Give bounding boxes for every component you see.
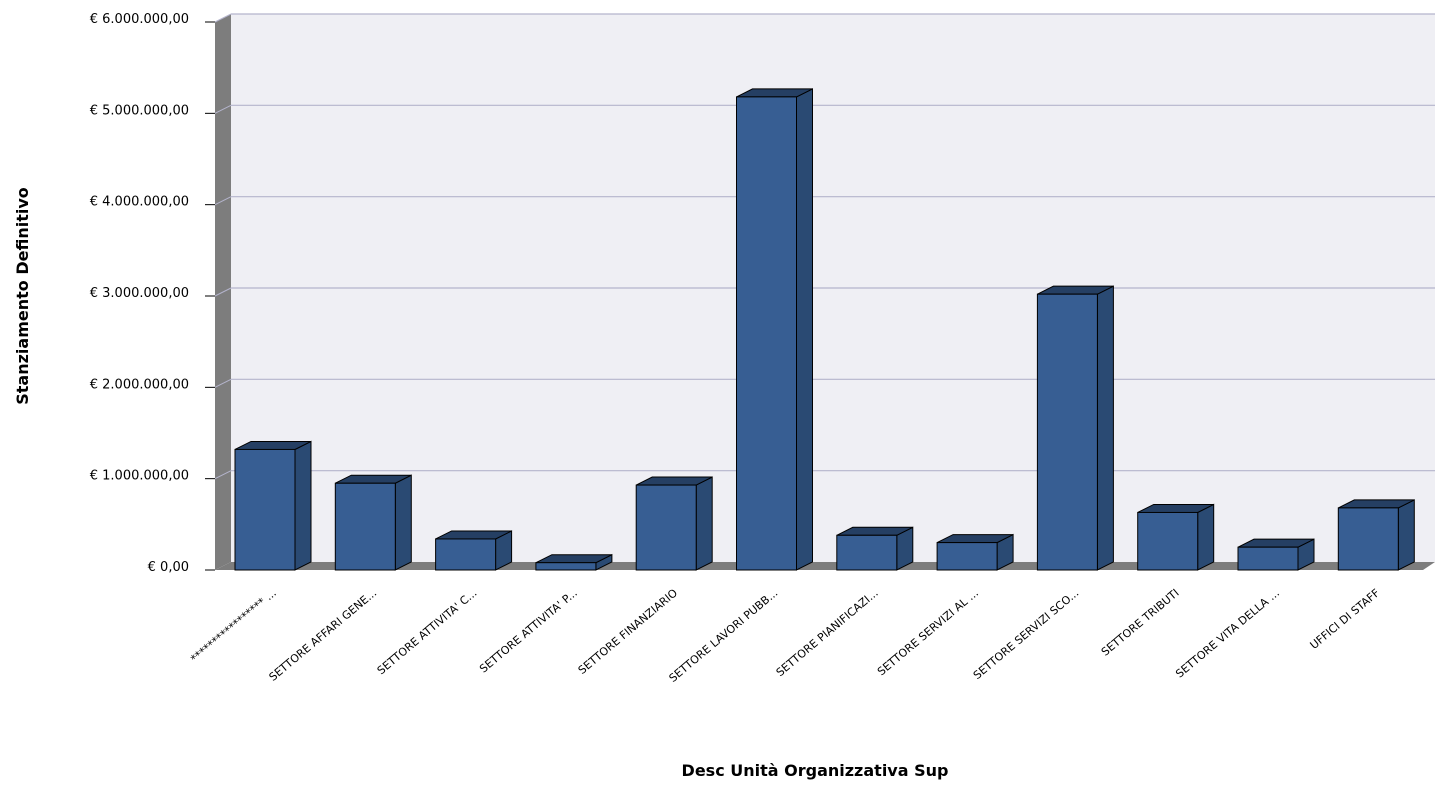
x-tick-label: SETTORE LAVORI PUBB... (667, 586, 781, 685)
bar-front (936, 542, 998, 571)
x-tick-label: ***************** ... (188, 586, 279, 665)
bar-side (294, 440, 312, 571)
bar (836, 526, 914, 571)
bar (936, 533, 1014, 571)
x-tick-label: SETTORE VITA DELLA ... (1173, 586, 1282, 680)
y-tick-label: € 5.000.000,00 (90, 103, 189, 118)
x-tick-label: SETTORE SERVIZI AL ... (875, 586, 981, 678)
gridline-wall (214, 378, 232, 388)
bar (736, 88, 813, 571)
bar-side (796, 88, 813, 571)
y-axis-title: Stanziamento Definitivo (13, 187, 32, 405)
bar (234, 440, 312, 571)
gridlines (214, 13, 1435, 480)
y-tick-label: € 3.000.000,00 (90, 286, 189, 301)
gridline-wall (214, 196, 232, 206)
x-tick-label: UFFICI DI STAFF (1308, 586, 1383, 652)
y-tick-label: € 6.000.000,00 (90, 12, 189, 27)
bar-front (736, 96, 797, 571)
x-tick-label: SETTORE AFFARI GENE... (267, 586, 380, 683)
bar-side (1096, 285, 1114, 571)
x-tick-label: SETTORE SERVIZI SCO... (971, 586, 1081, 682)
x-tick-label: SETTORE ATTIVITA' P... (477, 586, 580, 675)
bar (334, 474, 412, 571)
x-tick-label: SETTORE TRIBUTI (1099, 586, 1182, 658)
gridline-wall (214, 287, 232, 297)
bar-side (1397, 499, 1415, 571)
bar (635, 476, 713, 571)
x-tick-label: SETTORE ATTIVITA' C... (375, 586, 480, 677)
bar-front (836, 534, 898, 571)
bar-front (234, 448, 296, 571)
gridline-wall (214, 470, 232, 480)
y-tick-label: € 0,00 (148, 560, 189, 575)
y-tick-label: € 4.000.000,00 (90, 195, 189, 210)
gridline-wall (214, 104, 232, 114)
bar-front (1036, 293, 1098, 571)
y-tick-label: € 2.000.000,00 (90, 377, 189, 392)
bar (1137, 503, 1215, 571)
bar (1337, 499, 1415, 571)
x-axis-title: Desc Unità Organizzativa Sup (682, 761, 949, 780)
bar (1237, 538, 1315, 571)
bar-side (1197, 503, 1215, 571)
y-axis-ticks: € 0,00 € 1.000.000,00 € 2.000.000,00 € 3.00… (90, 12, 215, 575)
bar (535, 553, 613, 571)
x-tick-label: SETTORE PIANIFICAZI... (774, 586, 881, 679)
bar-front (635, 484, 697, 571)
x-axis-ticks: ***************** ...SETTORE AFFARI GENE… (188, 586, 1382, 685)
bar-front (435, 538, 497, 571)
x-tick-label: SETTORE FINANZIARIO (576, 586, 681, 677)
bar-front (334, 482, 396, 571)
bar-side (695, 476, 713, 571)
gridline-wall (214, 13, 232, 23)
y-tick-label: € 1.000.000,00 (90, 469, 189, 484)
bar-front (1137, 511, 1199, 571)
bar (1036, 285, 1114, 571)
floor (215, 562, 1435, 570)
bar-front (1237, 546, 1299, 571)
bar-side (394, 474, 412, 571)
bars (234, 88, 1415, 571)
bar (435, 530, 513, 571)
bar-front (535, 562, 597, 571)
bar-front (1337, 507, 1399, 571)
